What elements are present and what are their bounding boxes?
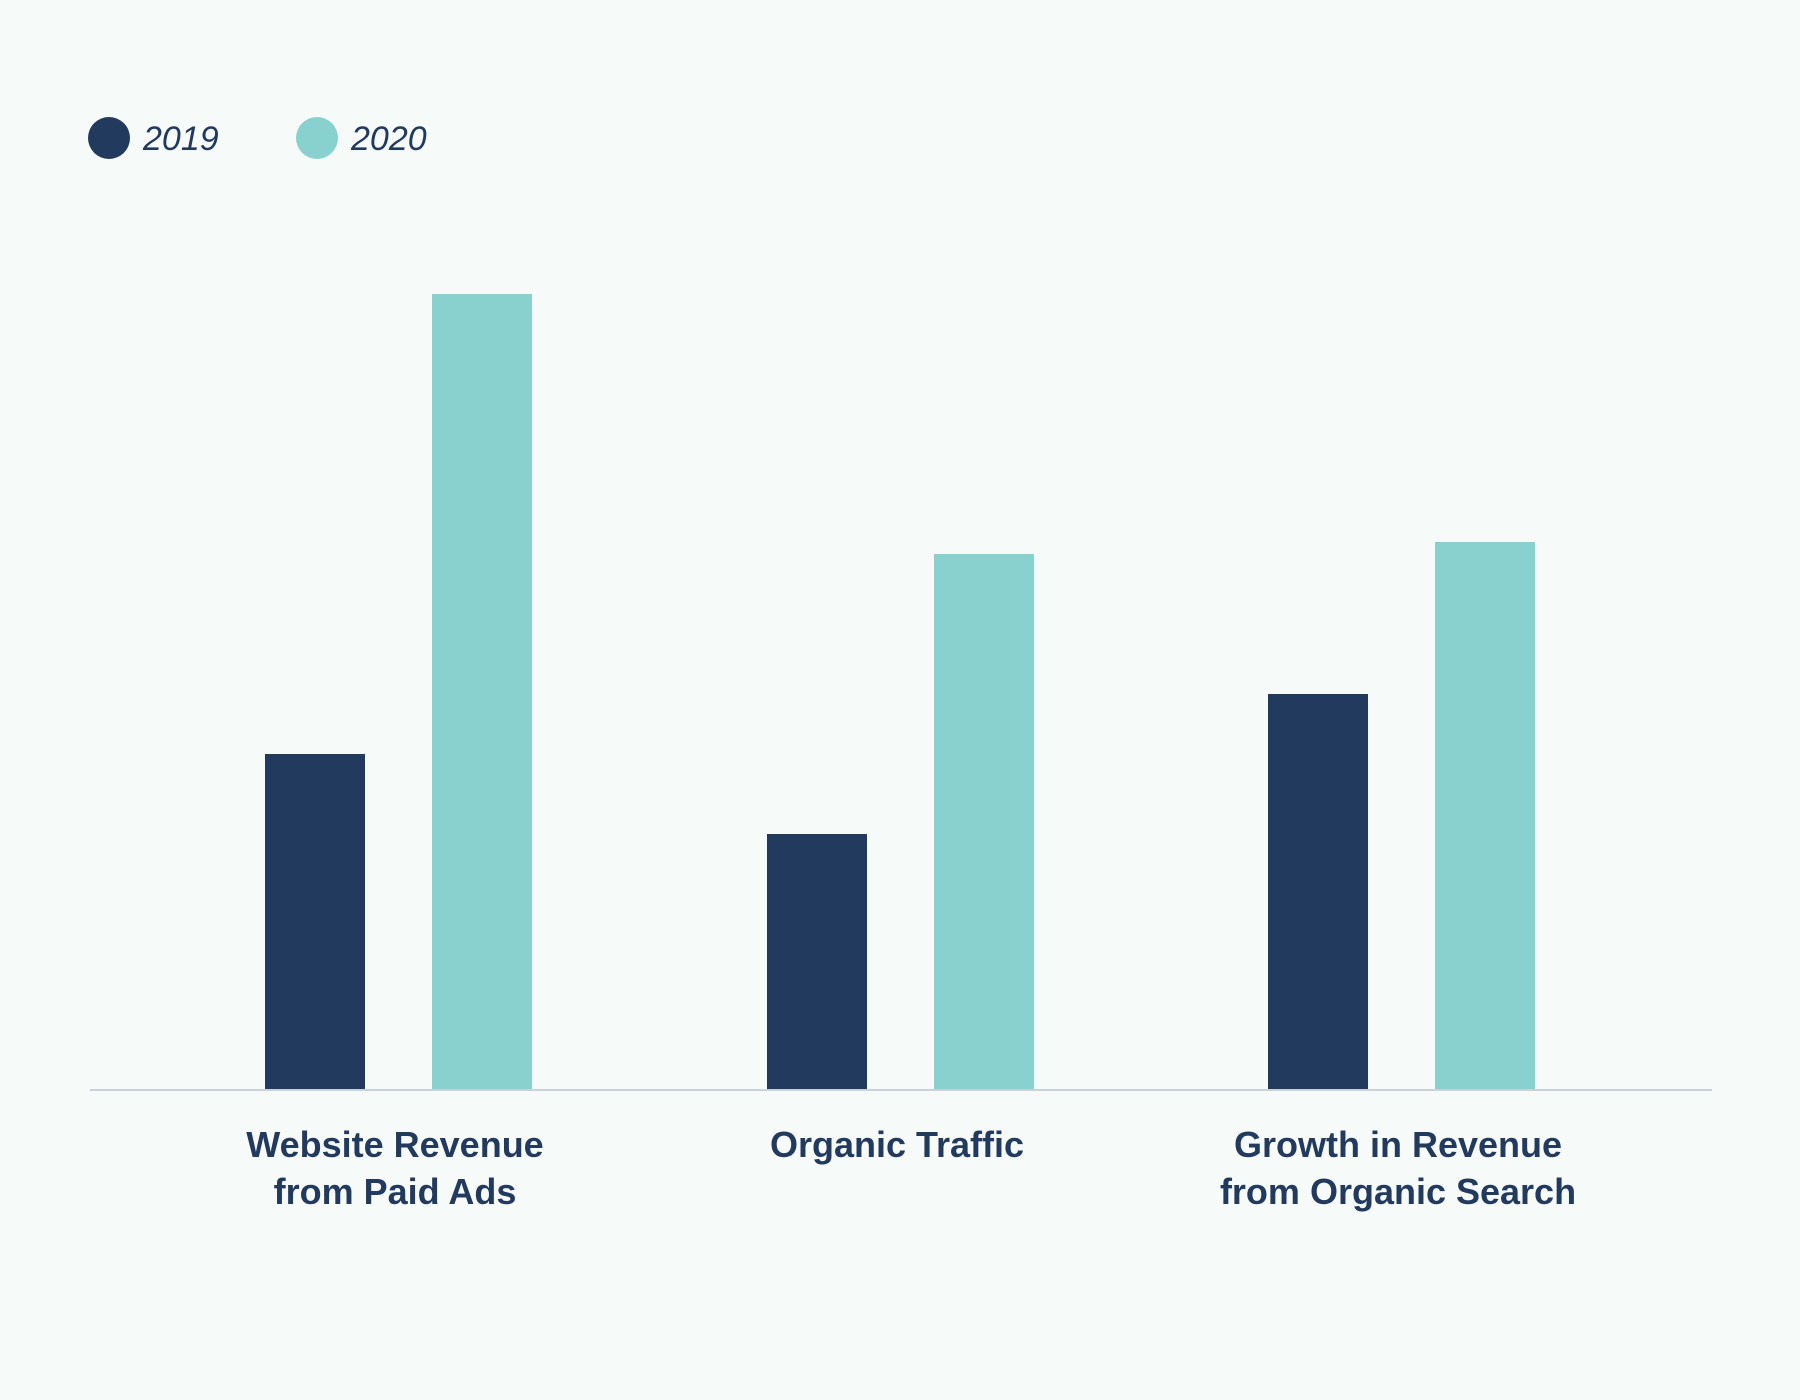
bars — [265, 294, 1535, 1090]
category-label-line: from Paid Ads — [274, 1171, 517, 1212]
bar-2019-3 — [1268, 694, 1368, 1090]
legend-swatch-2020 — [296, 117, 338, 159]
category-label-line: Growth in Revenue — [1234, 1124, 1562, 1165]
bar-2019-2 — [767, 834, 867, 1090]
bar-2020-1 — [432, 294, 532, 1090]
legend: 2019 2020 — [88, 117, 427, 159]
bar-2019-1 — [265, 754, 365, 1090]
legend-item-2020: 2020 — [296, 117, 427, 159]
bar-2020-3 — [1435, 542, 1535, 1090]
legend-label-2020: 2020 — [350, 120, 427, 158]
category-label-line: Website Revenue — [246, 1124, 543, 1165]
legend-label-2019: 2019 — [142, 120, 219, 158]
category-label-1: Website Revenue from Paid Ads — [246, 1124, 543, 1212]
category-label-2: Organic Traffic — [770, 1124, 1024, 1165]
bar-2020-2 — [934, 554, 1034, 1090]
category-labels: Website Revenue from Paid Ads Organic Traf… — [246, 1124, 1576, 1212]
legend-item-2019: 2019 — [88, 117, 219, 159]
category-label-3: Growth in Revenue from Organic Search — [1220, 1124, 1576, 1212]
category-label-line: Organic Traffic — [770, 1124, 1024, 1165]
category-label-line: from Organic Search — [1220, 1171, 1576, 1212]
legend-swatch-2019 — [88, 117, 130, 159]
